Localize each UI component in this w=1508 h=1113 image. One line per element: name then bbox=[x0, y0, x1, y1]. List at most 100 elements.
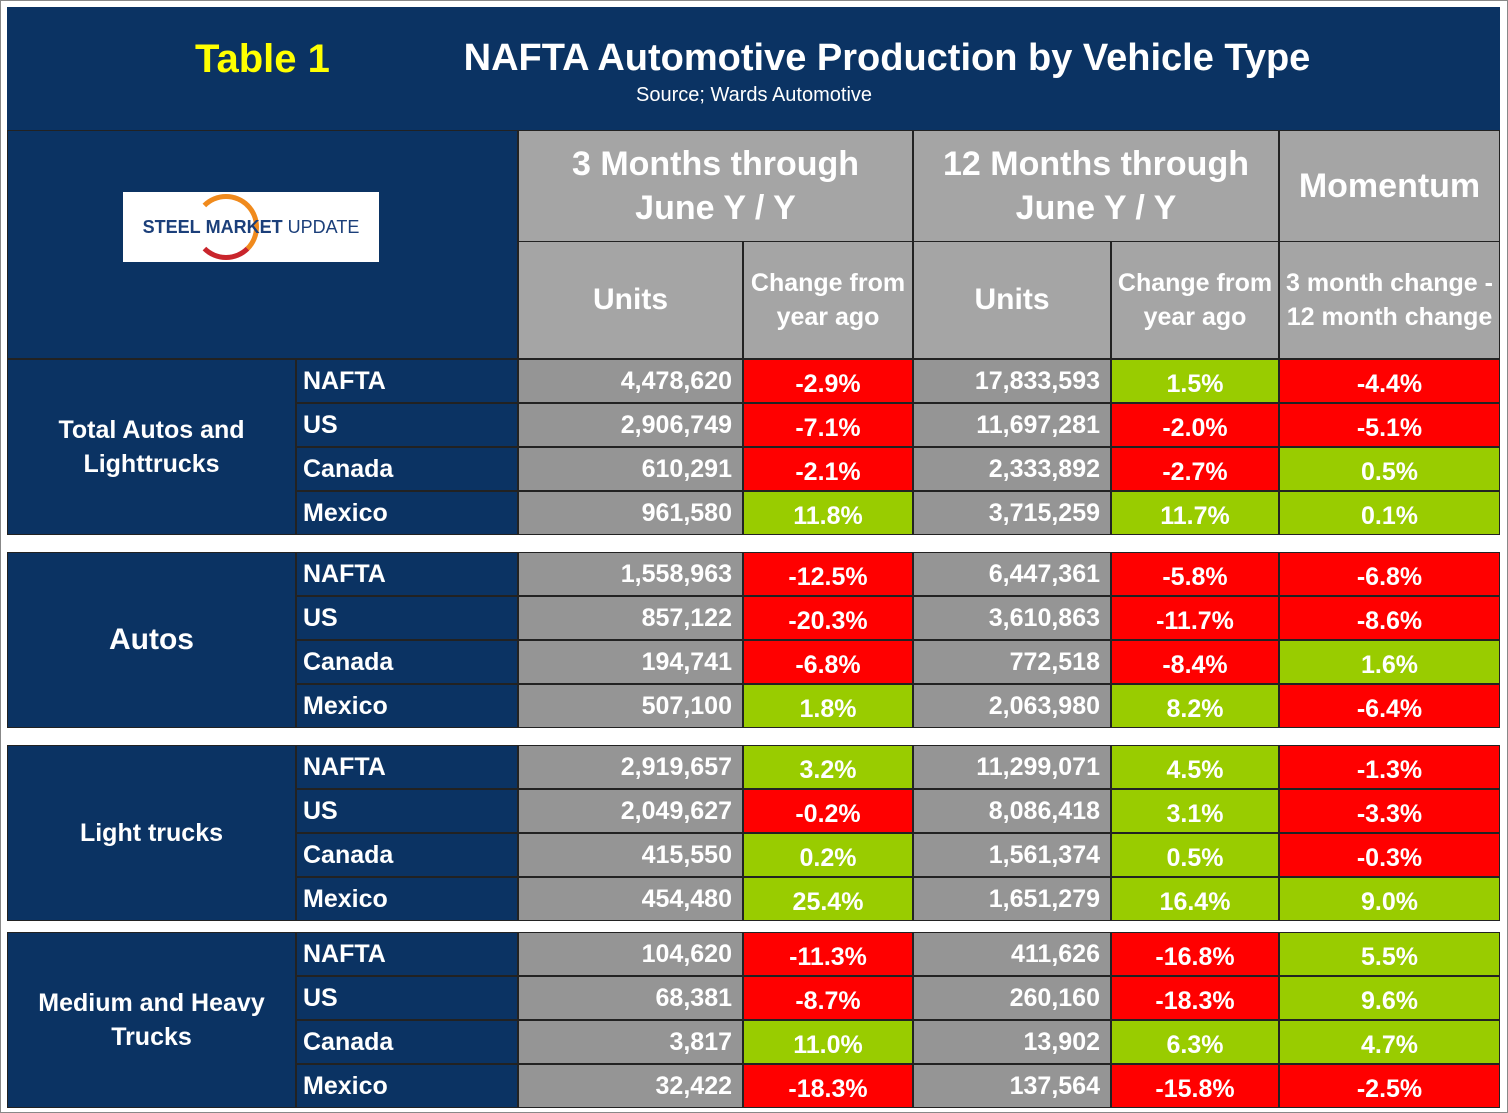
units: 411,626 bbox=[913, 932, 1111, 976]
units: 11,299,071 bbox=[913, 745, 1111, 789]
change: -11.7% bbox=[1111, 596, 1279, 640]
region: Canada bbox=[296, 1020, 518, 1064]
logo-market: MARKET bbox=[205, 216, 283, 237]
region: Mexico bbox=[296, 684, 518, 728]
units: 1,561,374 bbox=[913, 833, 1111, 877]
change: -5.8% bbox=[1111, 552, 1279, 596]
change: 5.5% bbox=[1279, 932, 1500, 976]
units: 3,610,863 bbox=[913, 596, 1111, 640]
units: 2,906,749 bbox=[518, 403, 743, 447]
change: 9.0% bbox=[1279, 877, 1500, 921]
units: 772,518 bbox=[913, 640, 1111, 684]
region: US bbox=[296, 596, 518, 640]
change: -2.7% bbox=[1111, 447, 1279, 491]
units: 454,480 bbox=[518, 877, 743, 921]
change: -8.7% bbox=[743, 976, 913, 1020]
units: 857,122 bbox=[518, 596, 743, 640]
units: 2,333,892 bbox=[913, 447, 1111, 491]
title: NAFTA Automotive Production by Vehicle T… bbox=[463, 37, 1311, 79]
units: 68,381 bbox=[518, 976, 743, 1020]
change: 4.7% bbox=[1279, 1020, 1500, 1064]
change: -8.6% bbox=[1279, 596, 1500, 640]
units: 3,817 bbox=[518, 1020, 743, 1064]
units: 6,447,361 bbox=[913, 552, 1111, 596]
logo: STEEL MARKET UPDATE bbox=[123, 192, 379, 262]
units: 1,651,279 bbox=[913, 877, 1111, 921]
logo-update: UPDATE bbox=[287, 216, 360, 237]
group-header: 3 Months through June Y / Y bbox=[518, 130, 913, 242]
units: 3,715,259 bbox=[913, 491, 1111, 535]
units: 260,160 bbox=[913, 976, 1111, 1020]
units: 11,697,281 bbox=[913, 403, 1111, 447]
units: 507,100 bbox=[518, 684, 743, 728]
change: -6.4% bbox=[1279, 684, 1500, 728]
change: 3.1% bbox=[1111, 789, 1279, 833]
units: 2,063,980 bbox=[913, 684, 1111, 728]
change: -5.1% bbox=[1279, 403, 1500, 447]
change: -8.4% bbox=[1111, 640, 1279, 684]
change: -0.2% bbox=[743, 789, 913, 833]
sub-header: 3 month change - 12 month change bbox=[1279, 241, 1500, 359]
sub-header: Change from year ago bbox=[743, 241, 913, 359]
change: -3.3% bbox=[1279, 789, 1500, 833]
source: Source; Wards Automotive bbox=[635, 84, 873, 106]
change: -1.3% bbox=[1279, 745, 1500, 789]
region: Canada bbox=[296, 833, 518, 877]
change: -12.5% bbox=[743, 552, 913, 596]
change: 11.7% bbox=[1111, 491, 1279, 535]
change: 8.2% bbox=[1111, 684, 1279, 728]
title-band: Table 1 NAFTA Automotive Production by V… bbox=[7, 7, 1500, 130]
change: 1.6% bbox=[1279, 640, 1500, 684]
change: -0.3% bbox=[1279, 833, 1500, 877]
units: 8,086,418 bbox=[913, 789, 1111, 833]
logo-arc bbox=[193, 194, 259, 260]
change: -4.4% bbox=[1279, 359, 1500, 403]
change: 0.5% bbox=[1279, 447, 1500, 491]
change: 1.8% bbox=[743, 684, 913, 728]
group-label: Autos bbox=[7, 552, 296, 728]
units: 32,422 bbox=[518, 1064, 743, 1108]
units: 415,550 bbox=[518, 833, 743, 877]
change: -2.5% bbox=[1279, 1064, 1500, 1108]
change: -20.3% bbox=[743, 596, 913, 640]
change: 0.2% bbox=[743, 833, 913, 877]
change: 16.4% bbox=[1111, 877, 1279, 921]
change: 9.6% bbox=[1279, 976, 1500, 1020]
region: US bbox=[296, 789, 518, 833]
change: 4.5% bbox=[1111, 745, 1279, 789]
change: 25.4% bbox=[743, 877, 913, 921]
region: Mexico bbox=[296, 877, 518, 921]
region: NAFTA bbox=[296, 932, 518, 976]
region: US bbox=[296, 976, 518, 1020]
change: -11.3% bbox=[743, 932, 913, 976]
change: -18.3% bbox=[743, 1064, 913, 1108]
units: 2,049,627 bbox=[518, 789, 743, 833]
region: Mexico bbox=[296, 491, 518, 535]
change: -7.1% bbox=[743, 403, 913, 447]
logo-cell: STEEL MARKET UPDATE bbox=[7, 130, 518, 359]
group-label: Medium and Heavy Trucks bbox=[7, 932, 296, 1108]
table-label: Table 1 bbox=[195, 37, 330, 81]
change: 0.5% bbox=[1111, 833, 1279, 877]
change: 6.3% bbox=[1111, 1020, 1279, 1064]
units: 1,558,963 bbox=[518, 552, 743, 596]
change: 1.5% bbox=[1111, 359, 1279, 403]
units: 13,902 bbox=[913, 1020, 1111, 1064]
group-label: Light trucks bbox=[7, 745, 296, 921]
sub-header: Change from year ago bbox=[1111, 241, 1279, 359]
change: -2.0% bbox=[1111, 403, 1279, 447]
logo-steel: STEEL bbox=[142, 216, 201, 237]
change: 3.2% bbox=[743, 745, 913, 789]
units: 194,741 bbox=[518, 640, 743, 684]
change: -18.3% bbox=[1111, 976, 1279, 1020]
units: 2,919,657 bbox=[518, 745, 743, 789]
region: Canada bbox=[296, 640, 518, 684]
units: 4,478,620 bbox=[518, 359, 743, 403]
units: 610,291 bbox=[518, 447, 743, 491]
sub-header: Units bbox=[518, 241, 743, 359]
units: 137,564 bbox=[913, 1064, 1111, 1108]
change: 11.8% bbox=[743, 491, 913, 535]
region: NAFTA bbox=[296, 359, 518, 403]
group-label: Total Autos and Lighttrucks bbox=[7, 359, 296, 535]
